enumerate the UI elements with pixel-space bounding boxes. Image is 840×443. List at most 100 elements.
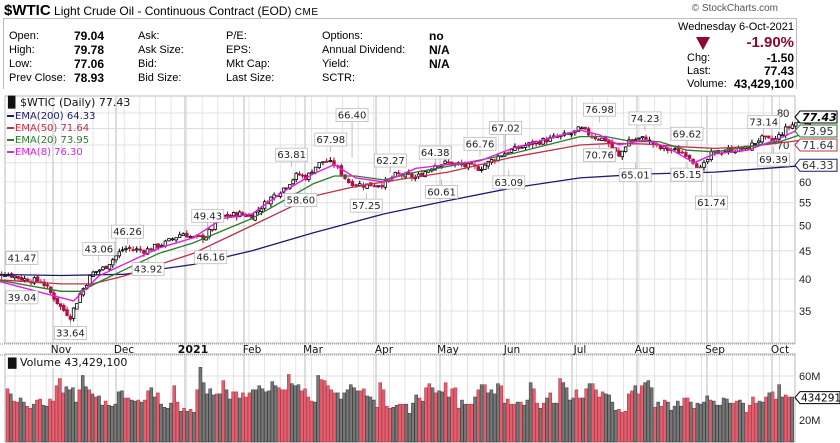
volume-bar bbox=[626, 393, 631, 443]
volume-bar bbox=[5, 388, 10, 443]
volume-bar bbox=[342, 392, 346, 443]
quote-date: Wednesday 6-Oct-2021 bbox=[678, 21, 794, 33]
volume-bar bbox=[84, 386, 88, 443]
annotation-box bbox=[628, 111, 662, 126]
candle-body bbox=[328, 160, 332, 163]
annotation-label: 66.76 bbox=[466, 139, 495, 150]
candle-body bbox=[509, 149, 514, 153]
volume-bar bbox=[734, 400, 739, 443]
volume-bar bbox=[460, 399, 464, 443]
price-marker-label: 64.33 bbox=[802, 159, 834, 172]
volume-bar bbox=[721, 397, 726, 443]
volume-bar bbox=[195, 389, 199, 443]
volume-bar bbox=[257, 385, 261, 443]
volume-bar bbox=[548, 392, 552, 443]
volume-bar bbox=[218, 393, 222, 443]
volume-bar bbox=[646, 380, 651, 443]
annotation-label: 39.04 bbox=[8, 293, 37, 304]
candle-body bbox=[201, 234, 205, 241]
x-tick-label: Oct bbox=[771, 344, 789, 356]
quote-value: N/A bbox=[429, 43, 450, 57]
volume-bar bbox=[87, 389, 91, 443]
volume-bar bbox=[411, 402, 415, 443]
price-marker-box bbox=[794, 158, 838, 172]
candle-body bbox=[767, 135, 771, 139]
volume-bar bbox=[676, 400, 680, 443]
candle-body bbox=[114, 255, 118, 261]
quote-value: N/A bbox=[429, 57, 450, 71]
volume-bar bbox=[747, 404, 752, 443]
annotation-box bbox=[695, 195, 728, 210]
legend-entry: EMA(8) 76.30 bbox=[15, 147, 83, 158]
change-percent: -1.90% bbox=[746, 34, 794, 51]
volume-bar bbox=[362, 388, 366, 443]
volume-bar bbox=[368, 396, 373, 443]
candle-body bbox=[42, 281, 46, 286]
candle-body bbox=[107, 264, 112, 270]
volume-bar bbox=[738, 399, 742, 443]
volume-bar bbox=[94, 396, 98, 443]
annotation-label: 69.39 bbox=[759, 155, 788, 166]
volume-bar bbox=[267, 390, 271, 443]
volume-bar bbox=[519, 401, 523, 443]
volume-bar bbox=[22, 401, 26, 443]
volume-bar bbox=[188, 409, 193, 443]
annotation-box bbox=[284, 193, 318, 207]
annotation-box bbox=[191, 208, 225, 223]
volume-bar bbox=[231, 391, 235, 443]
volume-bar bbox=[764, 396, 768, 443]
volume-bar bbox=[133, 400, 137, 443]
volume-bar bbox=[453, 387, 458, 443]
volume-bar bbox=[492, 393, 497, 443]
candle-body bbox=[365, 183, 369, 189]
volume-bar bbox=[437, 390, 441, 443]
volume-bar bbox=[41, 404, 46, 443]
candle-body bbox=[794, 122, 798, 127]
quote-value: 78.93 bbox=[74, 71, 105, 85]
volume-marker-box bbox=[794, 391, 840, 405]
volume-bar bbox=[44, 405, 49, 443]
candle-body bbox=[238, 211, 242, 218]
volume-bar bbox=[470, 403, 474, 443]
candle-body bbox=[702, 162, 706, 168]
candle-body bbox=[181, 233, 185, 236]
volume-bar bbox=[767, 392, 772, 443]
volume-bar bbox=[636, 393, 641, 443]
volume-bar bbox=[159, 403, 163, 443]
candle-body bbox=[676, 148, 681, 154]
annotation-label: 64.38 bbox=[421, 148, 450, 159]
volume-bar bbox=[682, 397, 687, 443]
volume-bar bbox=[398, 403, 402, 443]
y-tick-label: 60 bbox=[799, 177, 811, 189]
volume-bar bbox=[388, 407, 392, 443]
candle-body bbox=[234, 212, 239, 218]
volume-bar bbox=[424, 387, 428, 443]
quote-label: Low: bbox=[9, 58, 33, 70]
annotation-label: 67.02 bbox=[491, 123, 520, 134]
volume-bar bbox=[512, 403, 517, 443]
volume-bar bbox=[48, 398, 52, 443]
volume-bar bbox=[9, 393, 13, 443]
volume-bar bbox=[561, 382, 566, 443]
volume-bar bbox=[241, 392, 245, 443]
volume-bar bbox=[473, 396, 477, 443]
candle-body bbox=[19, 276, 24, 281]
quote-label: Volume: bbox=[687, 78, 727, 90]
candle-body bbox=[506, 152, 510, 155]
volume-bar bbox=[139, 401, 144, 443]
annotation-box bbox=[5, 290, 39, 305]
annotation-label: 57.25 bbox=[352, 201, 381, 212]
volume-bar bbox=[558, 378, 562, 443]
candle-body bbox=[98, 269, 102, 272]
annotation-label: 76.98 bbox=[585, 105, 614, 116]
x-tick-label: 2021 bbox=[178, 343, 209, 356]
candle-body bbox=[156, 243, 160, 248]
volume-bar bbox=[483, 384, 487, 443]
annotation-box bbox=[757, 152, 790, 167]
candle-body bbox=[300, 174, 305, 177]
quote-label: Last: bbox=[687, 65, 711, 77]
volume-bar bbox=[149, 387, 154, 443]
candle-body bbox=[583, 126, 587, 130]
annotation-box bbox=[131, 262, 165, 277]
annotation-label: 49.43 bbox=[193, 211, 222, 222]
